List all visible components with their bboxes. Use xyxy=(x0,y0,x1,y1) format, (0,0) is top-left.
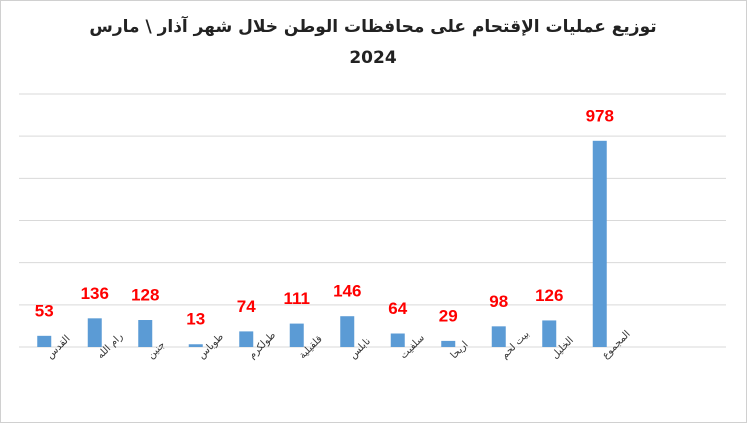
value-label: 74 xyxy=(237,297,256,316)
bar xyxy=(188,344,203,347)
bar xyxy=(592,140,607,347)
bar xyxy=(37,335,52,347)
value-label: 53 xyxy=(35,301,54,320)
bar xyxy=(138,320,153,347)
value-label: 126 xyxy=(535,286,563,305)
bar xyxy=(542,320,557,347)
chart-title: توزيع عمليات الإقتحام على محافظات الوطن … xyxy=(89,15,656,37)
value-label: 98 xyxy=(489,292,508,311)
value-label: 146 xyxy=(333,282,361,301)
value-label: 978 xyxy=(586,106,614,125)
bar xyxy=(340,316,355,347)
chart-title: 2024 xyxy=(349,48,396,68)
value-label: 29 xyxy=(439,306,458,325)
value-label: 111 xyxy=(284,289,311,308)
bar xyxy=(239,331,254,347)
bar xyxy=(491,326,506,347)
bar xyxy=(390,333,405,347)
value-label: 136 xyxy=(81,284,109,303)
bar xyxy=(87,318,102,347)
value-label: 64 xyxy=(388,299,407,318)
bar xyxy=(289,323,304,347)
value-label: 128 xyxy=(131,285,159,304)
bar xyxy=(441,340,456,347)
value-label: 13 xyxy=(186,310,205,329)
